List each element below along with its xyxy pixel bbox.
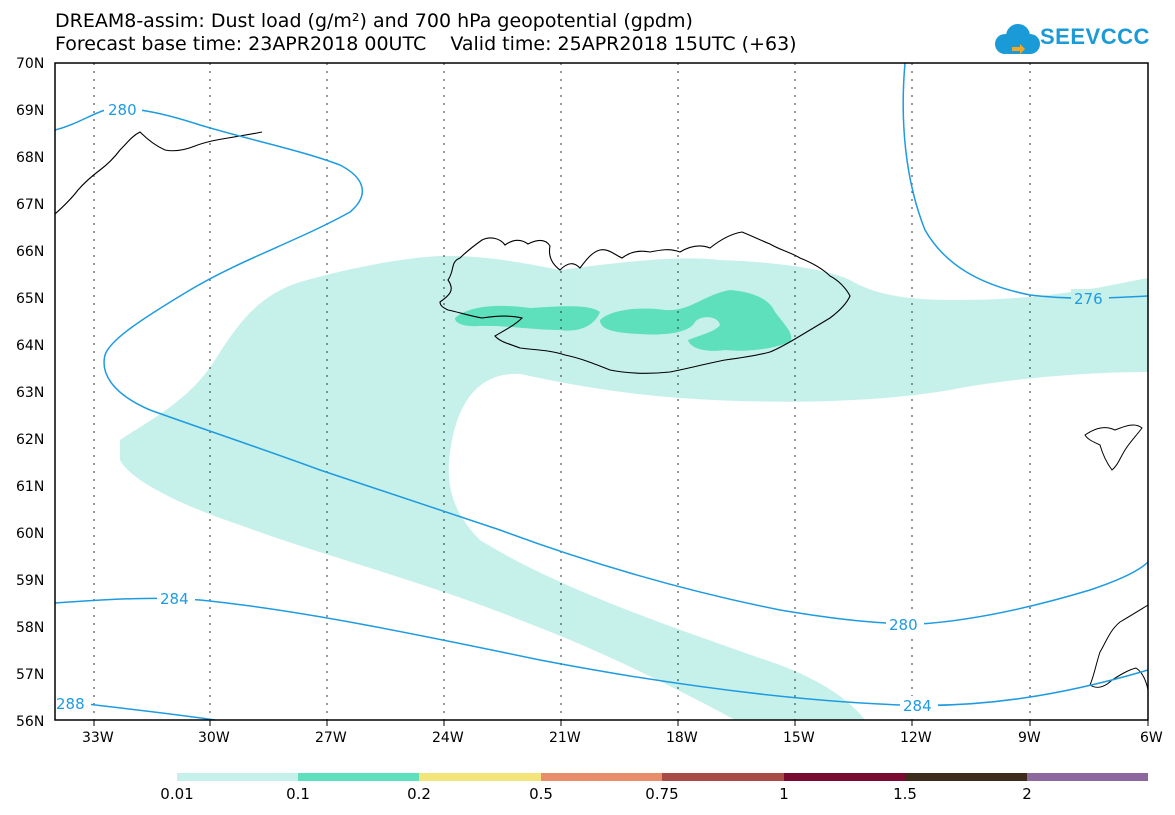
dust-area-medium-east [600,290,792,351]
lat-label: 64N [16,338,44,354]
scotland-coastline [1089,604,1148,691]
lat-label: 67N [16,197,44,213]
colorbar-label: 0.5 [529,785,553,803]
lon-label: 6W [1140,730,1163,746]
colorbar-label: 0.01 [160,785,194,803]
contour-label: 280 [889,616,918,634]
map-title: DREAM8-assim: Dust load (g/m²) and 700 h… [55,10,693,32]
dust-area-medium-west [455,305,600,331]
lat-label: 58N [16,620,44,636]
colorbar-segment [662,773,784,781]
lat-label: 60N [16,526,44,542]
lon-label: 12W [900,730,932,746]
lon-label: 24W [432,730,464,746]
lon-label: 27W [315,730,347,746]
contour-label: 280 [108,101,137,119]
lon-labels: 33W 30W 27W 24W 21W 18W 15W 12W 9W 6W [82,730,1163,746]
map-frame [54,62,1149,721]
lon-label: 21W [549,730,581,746]
contour-label: 276 [1074,290,1103,308]
lat-label: 70N [16,56,44,72]
colorbar [177,773,1148,781]
lat-labels: 70N 69N 68N 67N 66N 65N 64N 63N 62N 61N … [16,56,44,730]
greenland-coastline [55,131,263,215]
colorbar-label: 1 [779,785,789,803]
colorbar-segment [905,773,1027,781]
colorbar-segment [298,773,419,781]
lon-label: 33W [82,730,114,746]
lat-label: 57N [16,667,44,683]
colorbar-label: 2 [1022,785,1032,803]
lat-label: 69N [16,103,44,119]
colorbar-segment [419,773,541,781]
lat-label: 61N [16,479,44,495]
lon-label: 15W [783,730,815,746]
graticule [93,63,1031,720]
colorbar-label: 1.5 [893,785,917,803]
colorbar-label: 0.75 [645,785,679,803]
colorbar-segment [177,773,298,781]
lon-label: 30W [198,730,230,746]
colorbar-segment [784,773,905,781]
cloud-icon [995,24,1040,54]
colorbar-segment [1027,773,1148,781]
contour-labels: 280 276 284 280 284 288 [55,100,1109,715]
lon-label: 18W [666,730,698,746]
lat-label: 63N [16,385,44,401]
contour-label: 288 [56,695,85,713]
contour-label: 284 [160,590,189,608]
iceland-coastline [439,231,851,374]
lat-label: 56N [16,714,44,730]
logo-text: SEEVCCC [1040,24,1150,49]
lat-label: 68N [16,150,44,166]
dust-area-light [120,255,1148,720]
colorbar-label: 0.1 [286,785,310,803]
axis-ticks [93,720,1149,726]
faroe-coastline [1084,424,1143,471]
colorbar-segment [541,773,662,781]
map-subtitle: Forecast base time: 23APR2018 00UTC Vali… [55,33,797,55]
lat-label: 66N [16,244,44,260]
lat-label: 62N [16,432,44,448]
contour-label: 284 [903,697,932,715]
lat-label: 59N [16,573,44,589]
lon-label: 9W [1018,730,1041,746]
colorbar-label: 0.2 [407,785,431,803]
lat-label: 65N [16,291,44,307]
